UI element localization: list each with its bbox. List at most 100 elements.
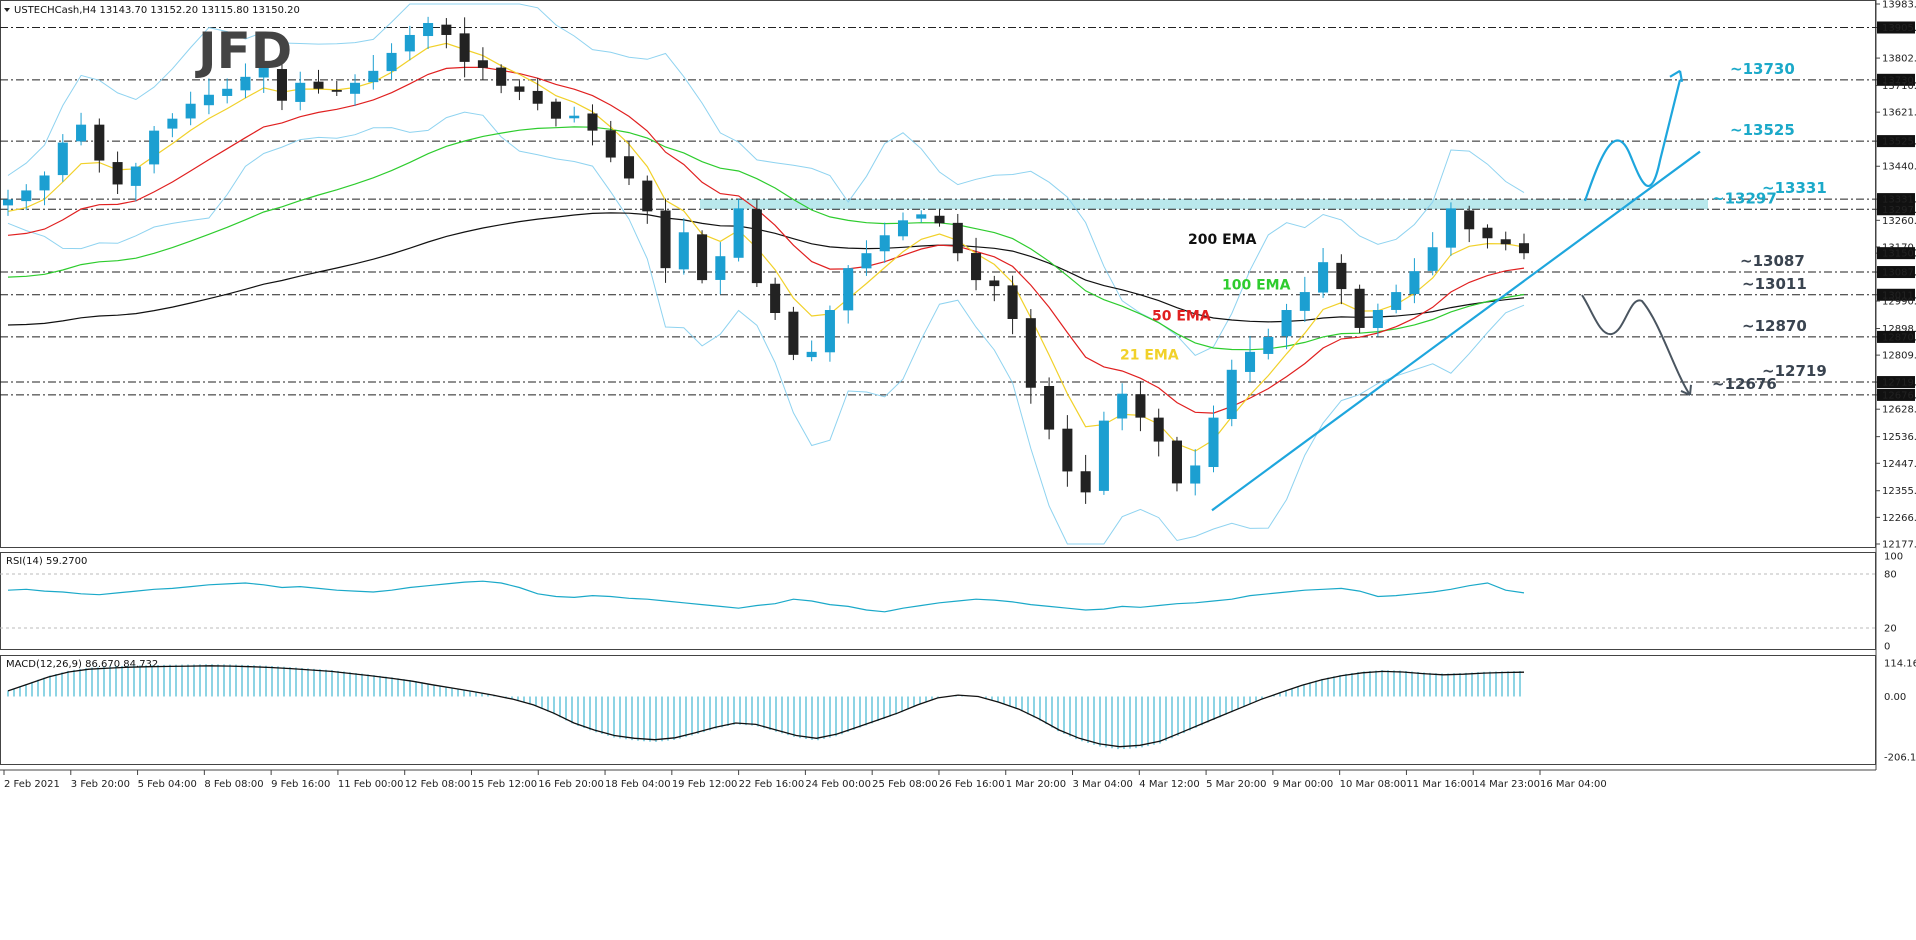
ema-label: 21 EMA <box>1120 347 1179 363</box>
candle-body <box>1391 292 1402 310</box>
rsi-tick-label: 80 <box>1884 570 1897 581</box>
bullish-projection-path <box>1583 79 1682 202</box>
x-tick-label: 24 Feb 00:00 <box>805 779 871 790</box>
candle-body <box>1336 262 1347 290</box>
macd-tick-label: -206.125 <box>1884 753 1916 764</box>
bullish-arrow-head <box>1669 69 1684 83</box>
x-tick-label: 3 Feb 20:00 <box>71 779 130 790</box>
rsi-tick-label: 0 <box>1884 642 1890 653</box>
x-tick-label: 9 Feb 16:00 <box>271 779 330 790</box>
candle-body <box>459 33 470 62</box>
ema-100-line <box>7 126 1525 351</box>
candle-body <box>569 115 580 119</box>
pane-frame-2 <box>0 655 1876 765</box>
y-tick-highlight <box>1877 330 1915 343</box>
candle-body <box>1482 227 1493 239</box>
candle-body <box>276 69 287 101</box>
ema-label: 100 EMA <box>1222 278 1291 294</box>
candle-body <box>916 214 927 219</box>
candle-body <box>313 81 324 89</box>
x-tick-label: 10 Mar 08:00 <box>1340 779 1407 790</box>
candle-body <box>167 118 178 129</box>
candle-body <box>623 156 635 179</box>
y-tick-label: 12898.20 <box>1882 324 1916 335</box>
y-tick-label: 13802.70 <box>1882 54 1916 65</box>
y-tick-highlight <box>1877 376 1915 389</box>
dropdown-triangle-icon[interactable] <box>4 8 10 12</box>
candle-body <box>550 101 561 119</box>
y-tick-highlight <box>1877 135 1915 148</box>
candle-body <box>1299 292 1310 311</box>
x-tick-label: 3 Mar 04:00 <box>1073 779 1133 790</box>
candle-body <box>1062 428 1073 472</box>
jfd-logo: JFD <box>195 22 292 80</box>
candle-body <box>240 76 251 91</box>
ema-21-line <box>7 42 1525 452</box>
candle-body <box>130 166 141 186</box>
candle-body <box>1245 351 1256 372</box>
candle-body <box>770 283 781 313</box>
candle-body <box>1007 285 1018 319</box>
candle-body <box>897 220 909 237</box>
candle-body <box>532 90 543 104</box>
candle-body <box>57 142 68 176</box>
y-tick-label: 13621.80 <box>1882 108 1916 119</box>
y-tick-label: 13297.00 <box>1882 205 1916 216</box>
candle-body <box>733 208 744 258</box>
candle-body <box>477 60 488 68</box>
candle-body <box>404 34 415 52</box>
candle-body <box>149 130 160 165</box>
y-tick-label: 12676.00 <box>1882 390 1916 401</box>
candle-body <box>423 23 434 37</box>
candle-body <box>386 52 397 72</box>
macd-signal-line <box>7 665 1525 748</box>
x-tick-label: 15 Feb 12:00 <box>471 779 537 790</box>
ema-50-line <box>7 66 1525 414</box>
y-tick-label: 12177.30 <box>1882 540 1916 551</box>
y-tick-highlight <box>1877 266 1915 279</box>
rsi-line <box>7 580 1525 613</box>
x-tick-label: 4 Mar 12:00 <box>1139 779 1199 790</box>
ema-label: 200 EMA <box>1188 232 1257 248</box>
y-tick-label: 12809.10 <box>1882 351 1916 362</box>
candle-body <box>952 222 963 254</box>
y-tick-label: 12719.00 <box>1882 378 1916 389</box>
x-tick-label: 9 Mar 00:00 <box>1273 779 1333 790</box>
x-tick-label: 16 Mar 04:00 <box>1540 779 1607 790</box>
resistance-zone <box>700 199 1708 210</box>
y-tick-label: 13150.20 <box>1882 249 1916 260</box>
candle-body <box>1171 440 1182 484</box>
level-label: ~13331 <box>1762 179 1827 197</box>
y-tick-label: 12870.00 <box>1882 332 1916 343</box>
candle-body <box>21 190 32 202</box>
x-tick-label: 2 Feb 2021 <box>4 779 60 790</box>
bollinger-upper <box>7 3 1525 357</box>
candle-body <box>1372 310 1383 329</box>
y-tick-label: 13730.00 <box>1882 75 1916 86</box>
candle-body <box>678 232 689 270</box>
candle-body <box>1190 465 1201 484</box>
level-label: ~12676 <box>1712 375 1777 393</box>
candle-body <box>587 113 598 131</box>
candle-body <box>642 180 653 212</box>
rsi-label: RSI(14) 59.2700 <box>6 556 87 567</box>
x-tick-label: 14 Mar 23:00 <box>1473 779 1540 790</box>
x-tick-label: 11 Feb 00:00 <box>338 779 404 790</box>
candle-body <box>1500 239 1511 245</box>
y-tick-highlight <box>1877 73 1915 86</box>
bollinger-lower <box>7 111 1525 545</box>
y-tick-label: 13905.00 <box>1882 23 1916 34</box>
candle-body <box>350 82 361 94</box>
candle-body <box>697 234 708 281</box>
candle-body <box>2 199 14 206</box>
pane-frame-1 <box>0 552 1876 650</box>
candle-body <box>1080 471 1091 493</box>
candle-body <box>441 24 452 35</box>
x-tick-label: 11 Mar 16:00 <box>1406 779 1473 790</box>
candle-body <box>1464 210 1475 230</box>
x-tick-label: 16 Feb 20:00 <box>538 779 604 790</box>
candle-body <box>1518 243 1530 254</box>
level-label: ~13525 <box>1730 121 1795 139</box>
candle-body <box>331 90 342 92</box>
